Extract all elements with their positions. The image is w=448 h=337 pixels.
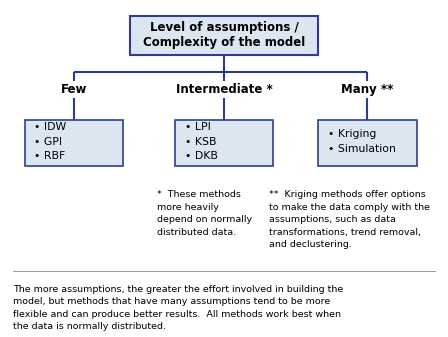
Text: • LPI
• KSB
• DKB: • LPI • KSB • DKB xyxy=(185,122,217,161)
FancyBboxPatch shape xyxy=(25,121,123,166)
Text: *  These methods
more heavily
depend on normally
distributed data.: * These methods more heavily depend on n… xyxy=(157,190,252,237)
Text: **  Kriging methods offer options
to make the data comply with the
assumptions, : ** Kriging methods offer options to make… xyxy=(269,190,430,249)
Text: • IDW
• GPI
• RBF: • IDW • GPI • RBF xyxy=(34,122,67,161)
Text: The more assumptions, the greater the effort involved in building the
model, but: The more assumptions, the greater the ef… xyxy=(13,285,344,331)
FancyBboxPatch shape xyxy=(175,121,273,166)
Text: Few: Few xyxy=(61,83,87,96)
Text: • Kriging
• Simulation: • Kriging • Simulation xyxy=(328,129,396,154)
FancyBboxPatch shape xyxy=(130,16,318,55)
Text: Level of assumptions /
Complexity of the model: Level of assumptions / Complexity of the… xyxy=(143,21,305,50)
Text: Many **: Many ** xyxy=(341,83,393,96)
FancyBboxPatch shape xyxy=(318,121,417,166)
Text: Intermediate *: Intermediate * xyxy=(176,83,272,96)
